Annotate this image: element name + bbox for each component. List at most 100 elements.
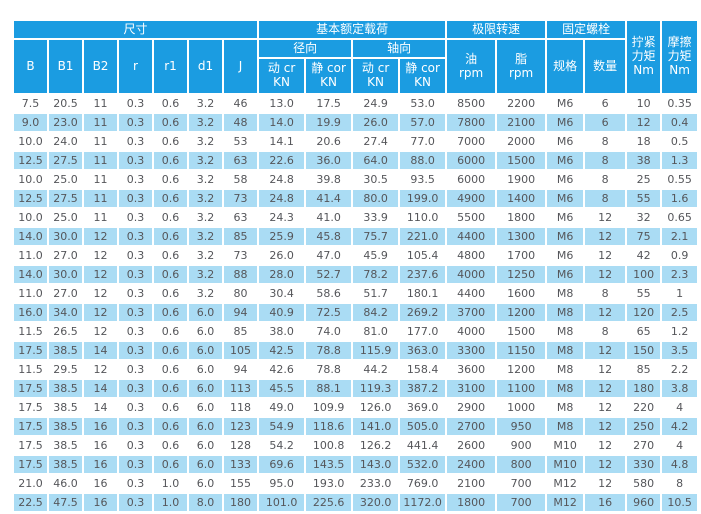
table-cell: 38.5 <box>47 435 84 456</box>
table-cell: 0.3 <box>117 492 154 513</box>
table-cell: 12 <box>82 321 119 342</box>
table-cell: 505.0 <box>398 416 448 437</box>
table-cell: 0.6 <box>152 454 189 475</box>
table-cell: 119.3 <box>351 378 401 399</box>
table-cell: 3.2 <box>187 112 224 133</box>
table-row: 14.0 30.0 12 0.3 0.6 3.2 88 28.0 52.7 78.2 237.6 40… <box>12 264 700 285</box>
table-cell: 48 <box>221 112 260 133</box>
table-cell: 94 <box>221 302 260 323</box>
table-cell: 4400 <box>445 226 498 247</box>
table-cell: 63 <box>221 150 260 171</box>
table-cell: 126.0 <box>351 397 401 418</box>
table-cell: 30.0 <box>47 226 84 247</box>
table-cell: 3700 <box>445 302 498 323</box>
table-row: 11.5 26.5 12 0.3 0.6 6.0 85 38.0 74.0 81.0 177.0 40… <box>12 321 700 342</box>
table-cell: 23.0 <box>47 112 84 133</box>
table-cell: 19.9 <box>304 112 354 133</box>
table-cell: 46.0 <box>47 473 84 494</box>
table-cell: 233.0 <box>351 473 401 494</box>
table-cell: 143.5 <box>304 454 354 475</box>
table-row: 17.5 38.5 16 0.3 0.6 6.0 133 69.6 143.5 143.0 532.… <box>12 454 700 475</box>
table-cell: 53 <box>221 131 260 152</box>
table-cell: 11 <box>82 150 119 171</box>
table-cell: M8 <box>545 378 586 399</box>
table-cell: 6.0 <box>187 454 224 475</box>
table-cell: 0.3 <box>117 150 154 171</box>
table-cell: 4.2 <box>660 416 700 437</box>
table-cell: 24.8 <box>257 169 307 190</box>
table-cell: 270 <box>625 435 663 456</box>
table-cell: 17.5 <box>304 93 354 114</box>
table-row: 14.0 30.0 12 0.3 0.6 3.2 85 25.9 45.8 75.7 221.0 44… <box>12 226 700 247</box>
table-cell: 11 <box>82 112 119 133</box>
header-col-d1: d1 <box>187 38 224 95</box>
table-cell: 0.35 <box>660 93 700 114</box>
table-cell: 12.5 <box>12 150 49 171</box>
table-cell: 38.5 <box>47 397 84 418</box>
table-cell: 1200 <box>495 359 548 380</box>
table-cell: 2900 <box>445 397 498 418</box>
table-cell: 0.3 <box>117 397 154 418</box>
table-cell: 26.0 <box>351 112 401 133</box>
table-cell: 26.5 <box>47 321 84 342</box>
table-cell: M10 <box>545 454 586 475</box>
table-cell: 0.6 <box>152 302 189 323</box>
header-group-dimensions: 尺寸 <box>11 19 260 40</box>
table-cell: 47.0 <box>304 245 354 266</box>
table-cell: 0.3 <box>117 226 154 247</box>
table-cell: 55 <box>625 188 663 209</box>
table-cell: M8 <box>545 321 586 342</box>
table-cell: 51.7 <box>351 283 401 304</box>
table-cell: 0.6 <box>152 359 189 380</box>
table-row: 17.5 38.5 14 0.3 0.6 6.0 118 49.0 109.9 126.0 369.… <box>12 397 700 418</box>
table-cell: 75.7 <box>351 226 401 247</box>
table-cell: M12 <box>545 473 586 494</box>
table-cell: 38.5 <box>47 340 84 361</box>
table-cell: 54.2 <box>257 435 307 456</box>
table-cell: 12 <box>583 340 628 361</box>
table-cell: 20.5 <box>47 93 84 114</box>
table-cell: 88.0 <box>398 150 448 171</box>
table-cell: 441.4 <box>398 435 448 456</box>
table-cell: 11 <box>82 169 119 190</box>
table-cell: 3.2 <box>187 207 224 228</box>
table-cell: 41.0 <box>304 207 354 228</box>
table-cell: 20.6 <box>304 131 354 152</box>
table-cell: 12 <box>583 378 628 399</box>
table-cell: 0.6 <box>152 131 189 152</box>
table-cell: M8 <box>545 397 586 418</box>
header-group-axial: 轴向 <box>351 38 448 59</box>
table-cell: 64.0 <box>351 150 401 171</box>
table-cell: 1900 <box>495 169 548 190</box>
table-cell: 0.6 <box>152 435 189 456</box>
table-cell: 8500 <box>445 93 498 114</box>
table-row: 17.5 38.5 14 0.3 0.6 6.0 113 45.5 88.1 119.3 387.2… <box>12 378 700 399</box>
table-cell: 0.6 <box>152 321 189 342</box>
header-col-grease-rpm: 脂 rpm <box>495 38 548 95</box>
table-cell: 1.0 <box>152 492 189 513</box>
table-cell: 3.2 <box>187 226 224 247</box>
table-cell: 12 <box>583 302 628 323</box>
table-cell: M8 <box>545 416 586 437</box>
table-row: 17.5 38.5 16 0.3 0.6 6.0 128 54.2 100.8 126.2 441.… <box>12 435 700 456</box>
table-cell: M10 <box>545 435 586 456</box>
table-row: 10.0 24.0 11 0.3 0.6 3.2 53 14.1 20.6 27.4 77.0 700… <box>12 131 700 152</box>
table-cell: 2.1 <box>660 226 700 247</box>
table-cell: 4 <box>660 397 700 418</box>
table-cell: 128 <box>221 435 260 456</box>
table-cell: 0.3 <box>117 454 154 475</box>
table-cell: 78.8 <box>304 359 354 380</box>
table-cell: 12 <box>82 359 119 380</box>
table-cell: 580 <box>625 473 663 494</box>
table-cell: 0.3 <box>117 435 154 456</box>
table-cell: 39.8 <box>304 169 354 190</box>
header-group-radial: 径向 <box>257 38 354 59</box>
table-cell: 38.0 <box>257 321 307 342</box>
table-cell: 25.9 <box>257 226 307 247</box>
header-group-fixing-bolt: 固定螺栓 <box>545 19 628 40</box>
table-cell: 42 <box>625 245 663 266</box>
table-cell: 58 <box>221 169 260 190</box>
table-cell: 54.9 <box>257 416 307 437</box>
table-cell: 150 <box>625 340 663 361</box>
table-cell: 25.0 <box>47 169 84 190</box>
